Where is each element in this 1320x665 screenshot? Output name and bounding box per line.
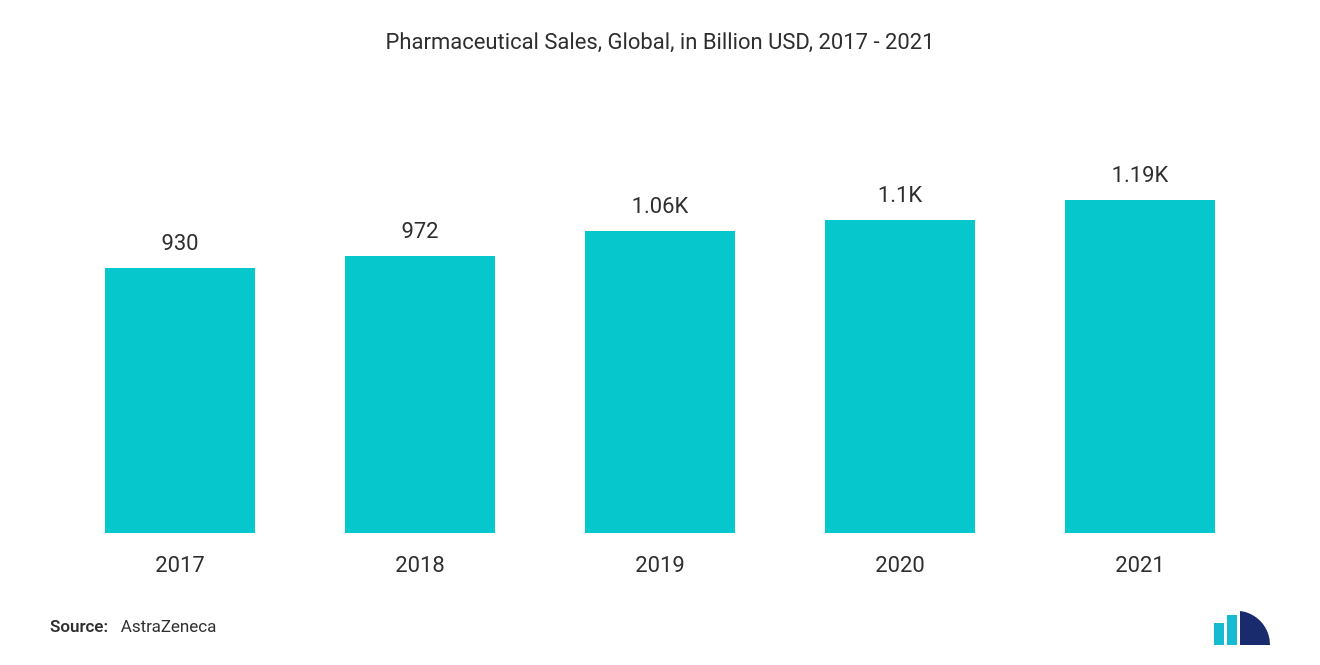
bar-group: 972 2018 — [340, 163, 500, 578]
bar-wrap: 1.19K — [1060, 163, 1220, 533]
source-name: AstraZeneca — [121, 617, 217, 637]
brand-logo-icon — [1214, 609, 1270, 645]
x-axis-label: 2021 — [1115, 553, 1164, 578]
source-value — [112, 617, 120, 637]
value-label: 1.19K — [1112, 163, 1169, 188]
bar-group: 1.1K 2020 — [820, 163, 980, 578]
bar — [585, 231, 735, 533]
x-axis-label: 2020 — [875, 553, 924, 578]
bar — [105, 268, 255, 533]
bar-wrap: 930 — [100, 163, 260, 533]
value-label: 972 — [401, 219, 438, 244]
bar-wrap: 1.1K — [820, 163, 980, 533]
source-label: Source: — [50, 617, 108, 637]
x-axis-label: 2018 — [395, 553, 444, 578]
source-attribution: Source: AstraZeneca — [50, 617, 216, 637]
chart-container: Pharmaceutical Sales, Global, in Billion… — [0, 0, 1320, 665]
bar-group: 1.19K 2021 — [1060, 163, 1220, 578]
x-axis-label: 2019 — [635, 553, 684, 578]
x-axis-label: 2017 — [155, 553, 204, 578]
bar-wrap: 972 — [340, 163, 500, 533]
chart-plot-area: 930 2017 972 2018 1.06K 2019 1.1K 202 — [50, 95, 1270, 579]
value-label: 930 — [161, 231, 198, 256]
bar — [345, 256, 495, 533]
bar-group: 1.06K 2019 — [580, 163, 740, 578]
bar — [825, 220, 975, 533]
value-label: 1.1K — [878, 183, 922, 208]
chart-footer: Source: AstraZeneca — [50, 579, 1270, 645]
value-label: 1.06K — [632, 194, 689, 219]
chart-title: Pharmaceutical Sales, Global, in Billion… — [50, 30, 1270, 55]
bar-wrap: 1.06K — [580, 163, 740, 533]
bar-group: 930 2017 — [100, 163, 260, 578]
bar — [1065, 200, 1215, 533]
